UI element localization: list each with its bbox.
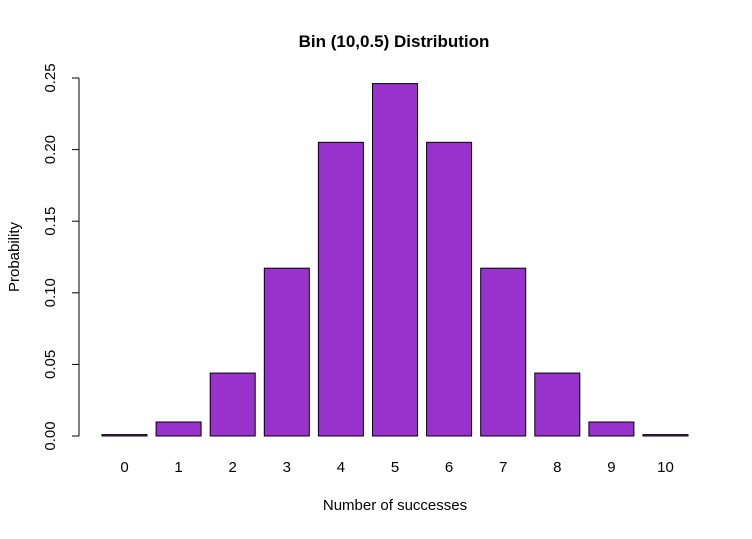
bar-8 <box>534 372 581 437</box>
x-tick-label: 8 <box>553 459 561 476</box>
bar-1 <box>155 421 202 437</box>
x-tick-label: 6 <box>445 459 453 476</box>
y-tick-label: 0.20 <box>42 135 59 164</box>
y-tick-label: 0.10 <box>42 278 59 307</box>
y-axis-label: Probability <box>6 221 23 292</box>
x-tick-label: 3 <box>283 459 291 476</box>
bar-3 <box>263 267 310 437</box>
bar-5 <box>372 83 418 437</box>
x-tick-label: 5 <box>391 459 399 476</box>
x-tick-label: 2 <box>229 459 237 476</box>
x-tick-label: 1 <box>174 459 182 476</box>
x-tick-label: 0 <box>120 459 128 476</box>
x-tick-label: 4 <box>337 459 345 476</box>
y-tick-label: 0.00 <box>42 421 59 450</box>
x-tick-label: 7 <box>499 459 507 476</box>
bar-7 <box>480 267 527 437</box>
x-tick-label: 9 <box>607 459 615 476</box>
bar-9 <box>588 421 635 437</box>
bar-4 <box>317 141 364 437</box>
bar-6 <box>426 141 473 437</box>
y-tick-label: 0.25 <box>42 63 59 92</box>
bar-10 <box>642 434 689 437</box>
chart-title: Bin (10,0.5) Distribution <box>299 32 490 51</box>
bar-0 <box>101 434 148 437</box>
x-tick-label: 10 <box>657 459 674 476</box>
bar-2 <box>209 372 256 437</box>
y-tick-label: 0.15 <box>42 207 59 236</box>
y-tick-label: 0.05 <box>42 350 59 379</box>
x-axis-label: Number of successes <box>323 497 467 514</box>
